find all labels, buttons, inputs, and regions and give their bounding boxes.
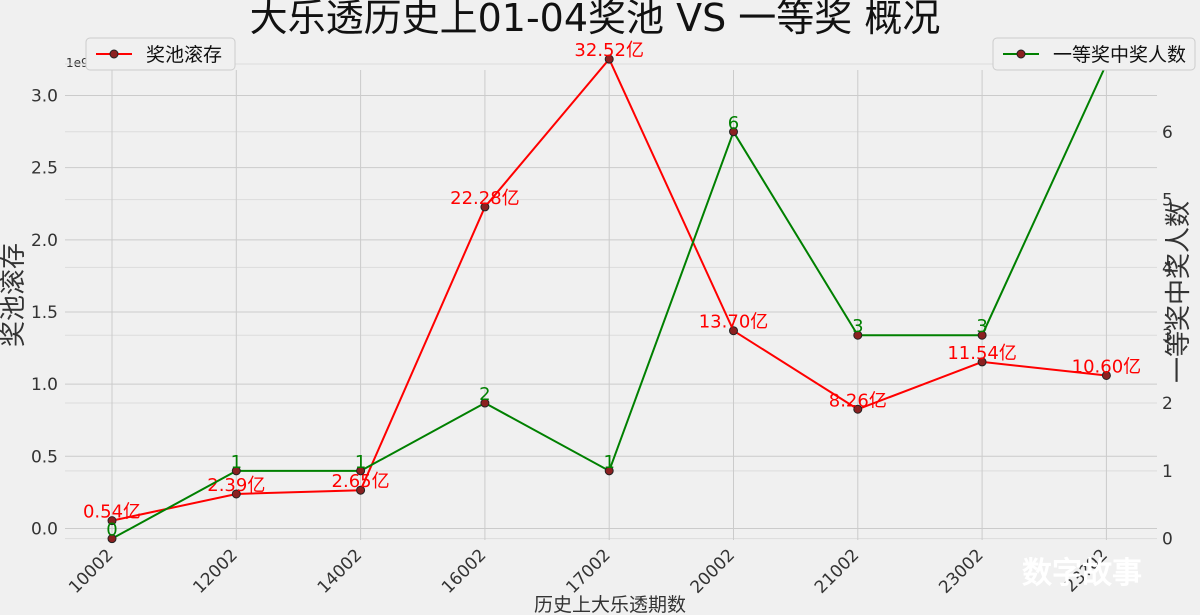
- x-tick-label: 16002: [438, 545, 490, 597]
- data-label: 3: [976, 316, 987, 337]
- data-label: 0: [106, 520, 117, 541]
- data-label: 6: [728, 113, 739, 134]
- data-point: [977, 330, 987, 340]
- data-point: [604, 54, 614, 64]
- left-axis-multiplier: 1e9: [66, 56, 89, 70]
- right-tick-label: 1: [1162, 462, 1173, 482]
- data-point: [356, 485, 366, 495]
- data-point: [480, 398, 490, 408]
- data-label: 11.54亿: [947, 343, 1017, 364]
- left-y-ticks: 0.0 0.5 1.0 1.5 2.0 2.5 3.0: [31, 87, 58, 540]
- x-tick-label: 23002: [935, 545, 987, 597]
- data-point: [107, 516, 117, 526]
- right-tick-label: 5: [1162, 191, 1173, 211]
- data-label: 2.65亿: [332, 471, 390, 492]
- data-label: 22.28亿: [450, 188, 520, 209]
- data-point: [1101, 370, 1111, 380]
- legend-right-marker: [1016, 49, 1026, 59]
- data-label: 13.70亿: [699, 312, 769, 333]
- watermark: 数字故事: [1022, 556, 1142, 591]
- left-tick-label: 0.0: [31, 519, 58, 539]
- series-winners: 011216337: [106, 45, 1112, 544]
- legend-left-marker: [109, 49, 119, 59]
- data-label: 0.54亿: [83, 502, 141, 523]
- data-label: 2: [479, 384, 490, 405]
- legend-left: 奖池滚存: [85, 37, 236, 71]
- data-point: [729, 127, 738, 137]
- data-label: 2.39亿: [207, 475, 265, 496]
- x-tick-label: 12002: [189, 545, 241, 597]
- x-tick-label: 14002: [314, 545, 366, 597]
- left-tick-label: 2.5: [31, 159, 58, 179]
- data-point: [977, 357, 987, 367]
- legend-right-label: 一等奖中奖人数: [1053, 44, 1186, 66]
- x-tick-label: 20002: [687, 545, 739, 597]
- chart-title: 大乐透历史上01-04奖池 VS 一等奖 概况: [250, 0, 941, 40]
- data-label: 1: [355, 452, 366, 473]
- grid: [65, 63, 1157, 540]
- left-tick-label: 1.5: [31, 303, 58, 323]
- left-tick-label: 2.0: [31, 231, 58, 251]
- left-tick-label: 3.0: [31, 87, 58, 107]
- left-tick-label: 1.0: [31, 375, 58, 395]
- right-tick-label: 4: [1162, 258, 1173, 278]
- right-tick-label: 0: [1162, 530, 1173, 550]
- right-tick-label: 3: [1162, 326, 1173, 346]
- x-tick-label: 21002: [811, 545, 863, 597]
- data-point: [480, 202, 490, 212]
- data-point: [231, 466, 241, 476]
- data-point: [853, 330, 863, 340]
- right-tick-label: 2: [1162, 394, 1173, 414]
- data-label: 1: [603, 452, 614, 473]
- data-point: [107, 534, 117, 544]
- right-axis-label: 一等奖中奖人数: [1164, 201, 1194, 383]
- x-tick-label: 17002: [562, 545, 614, 597]
- data-point: [604, 466, 614, 476]
- left-axis-label: 奖池滚存: [0, 243, 29, 347]
- x-axis-label: 历史上大乐透期数: [534, 594, 686, 615]
- legend-left-label: 奖池滚存: [146, 44, 222, 66]
- data-label: 3: [852, 316, 863, 337]
- data-label: 32.52亿: [574, 40, 644, 61]
- data-point: [729, 326, 738, 336]
- x-ticks: 10002 12002 14002 16002 17002 20002 21002 23002…: [65, 545, 1112, 597]
- data-label: 8.26亿: [829, 390, 887, 411]
- data-label: 10.60亿: [1072, 356, 1142, 377]
- right-tick-label: 6: [1162, 123, 1173, 143]
- legend-right: 一等奖中奖人数: [992, 37, 1196, 71]
- data-label: 1: [231, 452, 242, 473]
- data-point: [356, 466, 366, 476]
- data-point: [853, 404, 863, 414]
- left-tick-label: 0.5: [31, 447, 58, 467]
- data-point: [231, 489, 241, 499]
- x-tick-label: 10002: [65, 545, 117, 597]
